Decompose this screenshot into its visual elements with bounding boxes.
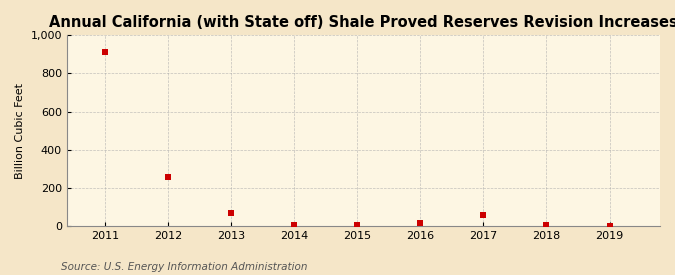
Text: Source: U.S. Energy Information Administration: Source: U.S. Energy Information Administ… xyxy=(61,262,307,271)
Title: Annual California (with State off) Shale Proved Reserves Revision Increases: Annual California (with State off) Shale… xyxy=(49,15,675,30)
Y-axis label: Billion Cubic Feet: Billion Cubic Feet xyxy=(15,82,25,178)
